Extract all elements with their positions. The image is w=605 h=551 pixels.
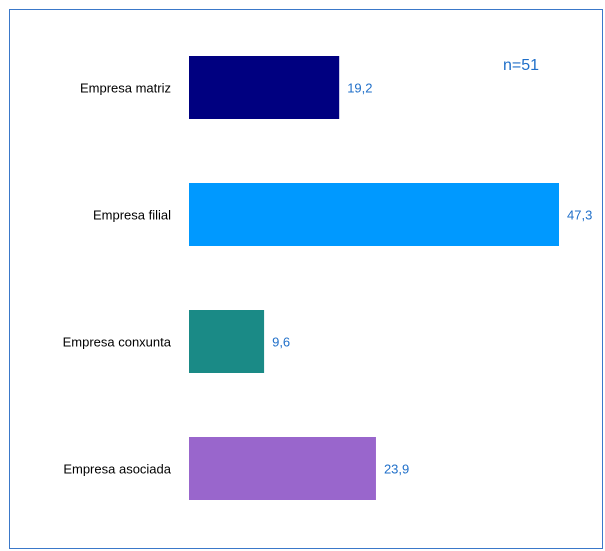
bar-empresa-matriz [189,56,340,119]
sample-size-label: n=51 [503,57,539,74]
category-label-empresa-matriz: Empresa matriz [80,81,171,96]
bar-empresa-asociada [189,437,376,500]
value-label-empresa-filial: 47,3 [567,208,592,223]
category-label-empresa-conxunta: Empresa conxunta [63,335,172,350]
category-label-empresa-asociada: Empresa asociada [63,462,171,477]
value-label-empresa-matriz: 19,2 [347,81,372,96]
bar-empresa-conxunta [189,310,265,373]
bar-empresa-filial [189,183,559,246]
value-label-empresa-conxunta: 9,6 [272,335,290,350]
value-label-empresa-asociada: 23,9 [384,462,409,477]
category-label-empresa-filial: Empresa filial [93,208,171,223]
